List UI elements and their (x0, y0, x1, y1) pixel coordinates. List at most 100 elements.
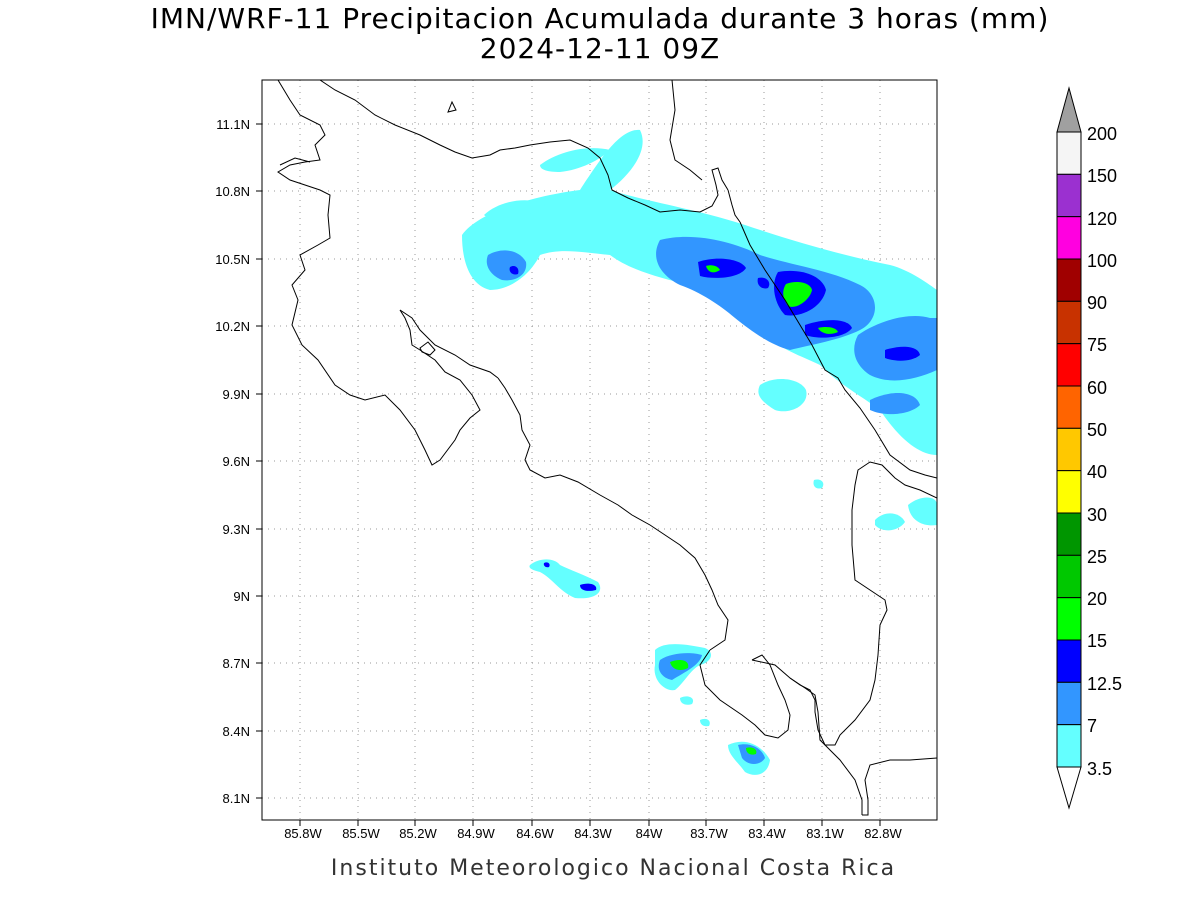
lon-label: 84.9W (457, 826, 495, 841)
precip-south-5 (700, 718, 710, 727)
precip-intense-1 (706, 265, 720, 273)
border-nicaragua-costarica (727, 189, 741, 223)
colorbar-swatch (1056, 597, 1082, 641)
precip-cyan-east-2 (875, 513, 905, 531)
coastline-nicaragua-north (319, 80, 729, 213)
lon-label: 84W (636, 826, 663, 841)
precip-cyan-east-1 (758, 378, 807, 412)
lat-label: 9.3N (223, 522, 250, 537)
colorbar-label: 150 (1087, 166, 1117, 186)
colorbar-swatch (1056, 343, 1082, 387)
lon-label: 84.3W (574, 826, 612, 841)
coastline-pacific-central (497, 377, 729, 651)
coastline-nicoya-inner (399, 309, 499, 379)
coastline-bocas (789, 461, 937, 746)
colorbar-label: 40 (1087, 462, 1107, 482)
colorbar-under-arrow (1056, 766, 1082, 810)
colorbar-swatch (1056, 216, 1082, 260)
colorbar: 200 150 120 100 90 75 60 50 40 30 25 20 … (1056, 86, 1122, 810)
colorbar-label: 20 (1087, 589, 1107, 609)
precip-moderate-east-2 (870, 393, 920, 415)
colorbar-swatch (1056, 385, 1082, 429)
colorbar-swatch (1056, 300, 1082, 345)
colorbar-label: 50 (1087, 420, 1107, 440)
colorbar-swatch (1056, 470, 1082, 514)
lat-label: 9.9N (223, 387, 250, 402)
coastline-north-small (279, 157, 311, 166)
coastlines (262, 80, 937, 816)
precip-heavy-1 (698, 258, 746, 278)
colorbar-label: 100 (1087, 251, 1117, 271)
lon-label: 83.1W (806, 826, 844, 841)
precip-intense-2 (783, 282, 812, 307)
coastline-caribbean-east (739, 221, 937, 479)
colorbar-swatch (1056, 512, 1082, 556)
precip-cyan-east-4 (813, 479, 824, 489)
lat-label: 9N (233, 589, 250, 604)
colorbar-swatch (1056, 554, 1082, 599)
colorbar-label: 60 (1087, 378, 1107, 398)
lat-label: 11.1N (216, 117, 250, 132)
precip-south-3-intense (746, 747, 757, 755)
lon-label: 83.4W (748, 826, 786, 841)
colorbar-swatch (1056, 427, 1082, 472)
footer-credit: Instituto Meteorologico Nacional Costa R… (330, 856, 897, 881)
precip-south-2-intense (670, 660, 689, 670)
lat-label: 10.2N (215, 319, 250, 334)
precip-intense-3 (818, 327, 838, 334)
colorbar-label: 25 (1087, 547, 1107, 567)
colorbar-label: 7 (1087, 716, 1097, 736)
colorbar-swatch (1056, 724, 1082, 768)
coastline-islet (447, 100, 457, 113)
lon-label: 85.5W (342, 826, 380, 841)
precip-cyan-east-3 (908, 497, 937, 526)
map-date: 2024-12-11 09Z (479, 32, 721, 65)
lat-label: 8.7N (223, 656, 250, 671)
lon-label: 85.2W (399, 826, 437, 841)
colorbar-swatch (1056, 639, 1082, 683)
precip-band-north (462, 129, 937, 455)
precip-south-1-dot (543, 562, 550, 568)
lon-label: 83.7W (690, 826, 728, 841)
map-frame (261, 79, 938, 821)
lon-label: 84.6W (516, 826, 554, 841)
colorbar-swatch (1056, 173, 1082, 218)
precip-south-4 (680, 696, 694, 705)
lat-label: 8.4N (223, 724, 250, 739)
colorbar-swatch (1056, 258, 1082, 302)
lat-label: 10.5N (215, 252, 250, 267)
coastline-river (669, 80, 703, 181)
coastline-burica (862, 757, 937, 816)
coastline-small-island (419, 341, 436, 356)
precip-cyan-north-2 (540, 148, 610, 172)
coastline-golfo (751, 659, 863, 815)
colorbar-label: 15 (1087, 631, 1107, 651)
map-title: IMN/WRF-11 Precipitacion Acumulada duran… (150, 2, 1050, 35)
colorbar-label: 200 (1087, 124, 1117, 144)
coastline-caribbean-north (277, 80, 481, 466)
coastline-osa (699, 649, 791, 739)
precip-heavy-4 (885, 346, 920, 361)
colorbar-label: 120 (1087, 209, 1117, 229)
lon-label: 82.8W (864, 826, 902, 841)
colorbar-swatch (1056, 131, 1082, 175)
precip-heavy-5 (757, 277, 770, 289)
colorbar-label: 30 (1087, 505, 1107, 525)
colorbar-swatch (1056, 681, 1082, 726)
colorbar-label: 75 (1087, 335, 1107, 355)
colorbar-label: 3.5 (1087, 759, 1112, 779)
colorbar-label: 12.5 (1087, 674, 1122, 694)
lat-label: 8.1N (223, 791, 250, 806)
lat-label: 10.8N (215, 184, 250, 199)
precip-south-1 (529, 559, 601, 599)
precipitation-layer (462, 129, 937, 775)
lon-label: 85.8W (284, 826, 322, 841)
precip-heavy-6 (509, 265, 519, 275)
precip-south-1-heavy (580, 583, 597, 591)
colorbar-over-arrow (1056, 86, 1082, 133)
colorbar-label: 90 (1087, 293, 1107, 313)
axis-ticks (256, 123, 881, 826)
lat-label: 9.6N (223, 454, 250, 469)
precip-cyan-sw-band (484, 200, 545, 220)
